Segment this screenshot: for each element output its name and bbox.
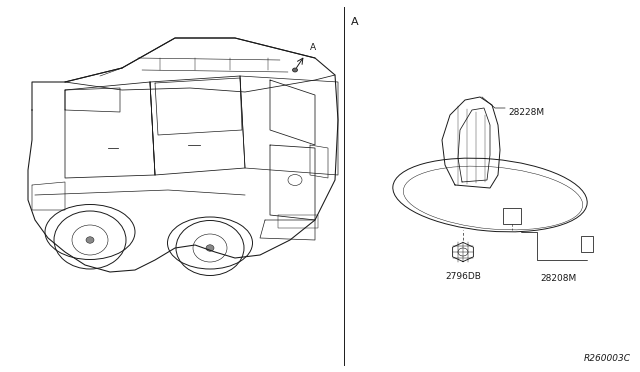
Ellipse shape — [292, 68, 298, 72]
Text: 28228M: 28228M — [508, 108, 544, 116]
Text: 2796DB: 2796DB — [445, 272, 481, 281]
Text: R260003C: R260003C — [584, 354, 630, 363]
Text: A: A — [351, 17, 358, 27]
Text: 28208M: 28208M — [540, 274, 576, 283]
Ellipse shape — [86, 237, 94, 243]
Text: A: A — [310, 43, 316, 52]
Ellipse shape — [206, 245, 214, 251]
